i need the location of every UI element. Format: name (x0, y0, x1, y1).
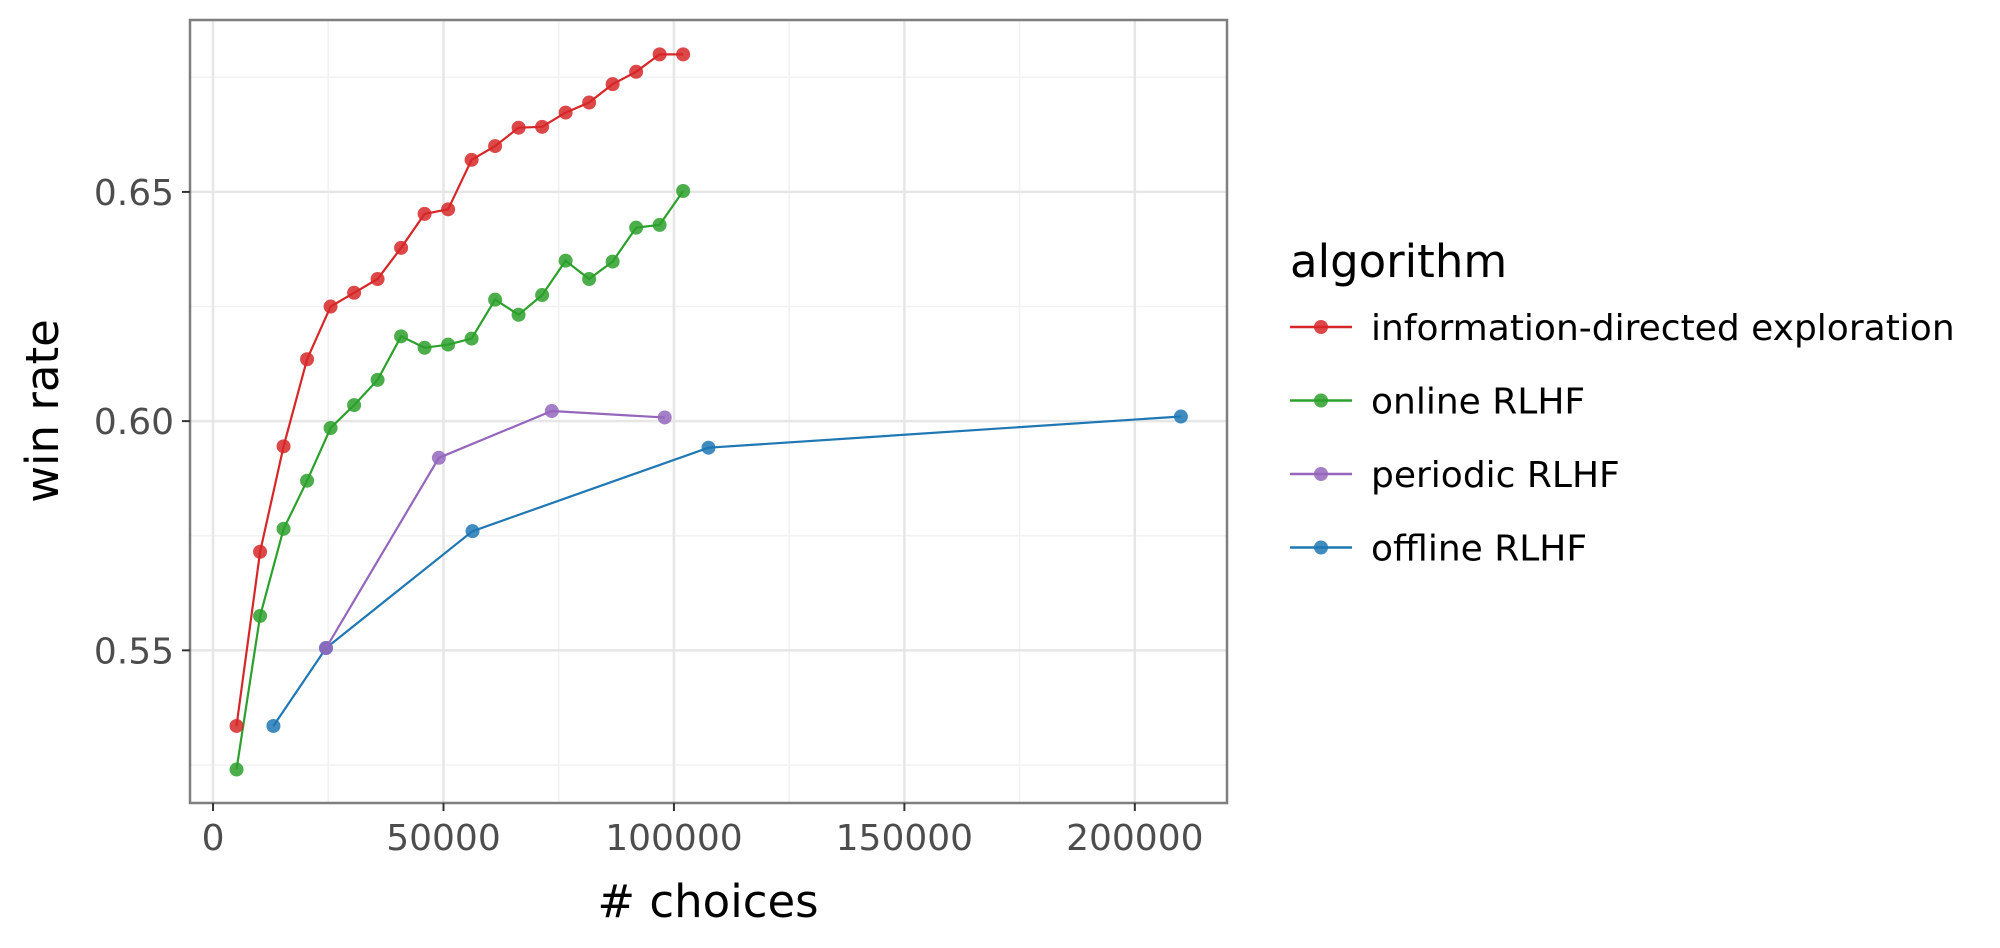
data-point-online-rlhf (511, 307, 526, 322)
legend-item-online-rlhf: online RLHF (1290, 382, 1585, 423)
legend: algorithm information-directed explorati… (1290, 235, 1955, 570)
data-point-information-directed-exploration (652, 47, 667, 62)
data-point-online-rlhf (676, 183, 691, 198)
grid-layer (190, 20, 1227, 803)
data-point-information-directed-exploration (511, 120, 526, 135)
data-point-information-directed-exploration (347, 285, 362, 300)
legend-item-periodic-rlhf: periodic RLHF (1290, 455, 1620, 496)
data-point-online-rlhf (535, 288, 550, 303)
data-point-online-rlhf (347, 398, 362, 413)
data-point-online-rlhf (276, 521, 291, 536)
data-point-online-rlhf (464, 331, 479, 346)
data-point-online-rlhf (370, 372, 385, 387)
data-point-online-rlhf (300, 473, 315, 488)
data-point-offline-rlhf (465, 524, 480, 539)
series-layer (229, 47, 1188, 777)
legend-label: online RLHF (1371, 382, 1585, 423)
data-point-online-rlhf (488, 292, 503, 307)
legend-label: offline RLHF (1371, 529, 1587, 570)
data-point-online-rlhf (417, 340, 432, 355)
data-point-information-directed-exploration (370, 272, 385, 287)
y-tick-label: 0.65 (94, 173, 174, 214)
x-tick-label: 200000 (1066, 818, 1203, 859)
data-point-periodic-rlhf (544, 404, 559, 419)
y-tick-label: 0.55 (94, 631, 174, 672)
data-point-online-rlhf (253, 608, 268, 623)
data-point-information-directed-exploration (441, 202, 456, 217)
x-tick-label: 50000 (386, 818, 501, 859)
data-point-information-directed-exploration (558, 105, 573, 120)
series-online-rlhf (229, 183, 691, 777)
data-point-online-rlhf (582, 272, 597, 287)
data-point-information-directed-exploration (488, 139, 503, 154)
data-point-information-directed-exploration (394, 240, 409, 255)
legend-label: periodic RLHF (1371, 455, 1620, 496)
x-tick-label: 0 (202, 818, 225, 859)
data-point-offline-rlhf (701, 440, 716, 455)
axis-layer: 0 50000 100000 150000 200000 0.55 0.60 0.65 (94, 173, 1204, 859)
data-point-information-directed-exploration (535, 119, 550, 134)
data-point-online-rlhf (629, 220, 644, 235)
data-point-information-directed-exploration (464, 152, 479, 167)
data-point-information-directed-exploration (582, 95, 597, 110)
data-point-online-rlhf (323, 421, 338, 436)
legend-key-point (1314, 467, 1328, 481)
x-axis-title: # choices (597, 875, 818, 928)
data-point-online-rlhf (605, 254, 620, 269)
data-point-online-rlhf (229, 762, 244, 777)
y-axis-title: win rate (16, 319, 69, 503)
legend-key-point (1314, 320, 1328, 334)
legend-item-information-directed-exploration: information-directed exploration (1290, 308, 1955, 349)
data-point-information-directed-exploration (300, 352, 315, 367)
data-point-online-rlhf (652, 217, 667, 232)
legend-title: algorithm (1290, 235, 1507, 288)
data-point-information-directed-exploration (417, 206, 432, 221)
data-point-periodic-rlhf (657, 410, 672, 425)
data-point-online-rlhf (441, 337, 456, 352)
legend-key-point (1314, 393, 1328, 408)
data-point-information-directed-exploration (676, 47, 691, 62)
data-point-periodic-rlhf (431, 450, 446, 465)
legend-items: information-directed exploration online R… (1290, 308, 1955, 570)
data-point-information-directed-exploration (253, 544, 268, 559)
data-point-offline-rlhf (266, 718, 281, 733)
series-line-periodic-rlhf (325, 409, 665, 649)
y-tick-label: 0.60 (94, 402, 174, 443)
data-point-information-directed-exploration (323, 299, 338, 314)
x-tick-label: 150000 (836, 818, 973, 859)
data-point-information-directed-exploration (229, 718, 244, 733)
x-tick-label: 100000 (605, 818, 742, 859)
series-periodic-rlhf (318, 404, 672, 656)
data-point-information-directed-exploration (276, 439, 291, 454)
data-point-periodic-rlhf (318, 641, 333, 656)
legend-key-point (1314, 540, 1328, 555)
legend-item-offline-rlhf: offline RLHF (1290, 529, 1587, 570)
data-point-online-rlhf (558, 253, 573, 268)
data-point-information-directed-exploration (605, 77, 620, 92)
legend-label: information-directed exploration (1371, 308, 1955, 349)
panel-border (188, 18, 1229, 805)
data-point-offline-rlhf (1173, 409, 1188, 424)
series-information-directed-exploration (229, 47, 691, 733)
data-point-information-directed-exploration (629, 64, 644, 79)
data-point-online-rlhf (394, 329, 409, 344)
